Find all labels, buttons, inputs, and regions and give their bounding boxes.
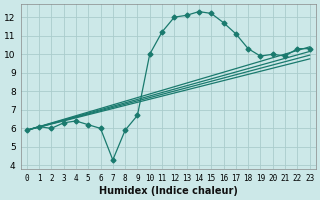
X-axis label: Humidex (Indice chaleur): Humidex (Indice chaleur) — [99, 186, 238, 196]
